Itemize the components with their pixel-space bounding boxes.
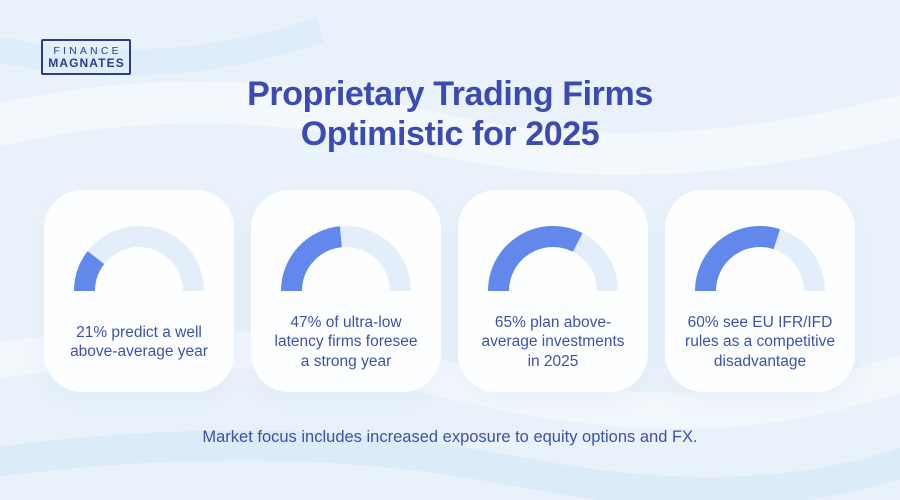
gauge-chart-2 [281,226,411,292]
stat-caption-2: 47% of ultra-low latency firms foresee a… [274,313,418,370]
page-title: Proprietary Trading Firms Optimistic for… [247,75,653,153]
logo-text-finance: FINANCE [53,44,122,57]
gauge-fill-arc [281,226,343,292]
stat-caption-4: 60% see EU IFR/IFD rules as a competitiv… [685,313,835,370]
stat-card-3: 65% plan above- average investments in 2… [458,190,648,392]
logo-text-magnates: MAGNATES [48,55,125,70]
finance-magnates-logo: FINANCE MAGNATES [41,39,131,75]
gauge-fill-arc [74,251,105,292]
stat-caption-1: 21% predict a well above-average year [70,323,208,361]
footer-note: Market focus includes increased exposure… [202,428,698,446]
gauge-fill-arc [695,226,781,292]
gauge-chart-4 [695,226,825,292]
stat-caption-3: 65% plan above- average investments in 2… [481,313,625,370]
stat-cards-row: 21% predict a well above-average year 47… [44,190,856,392]
gauge-chart-1 [74,226,204,292]
gauge-fill-arc [488,226,583,292]
stat-card-1: 21% predict a well above-average year [44,190,234,392]
gauge-chart-3 [488,226,618,292]
stat-card-4: 60% see EU IFR/IFD rules as a competitiv… [665,190,855,392]
stat-card-2: 47% of ultra-low latency firms foresee a… [251,190,441,392]
